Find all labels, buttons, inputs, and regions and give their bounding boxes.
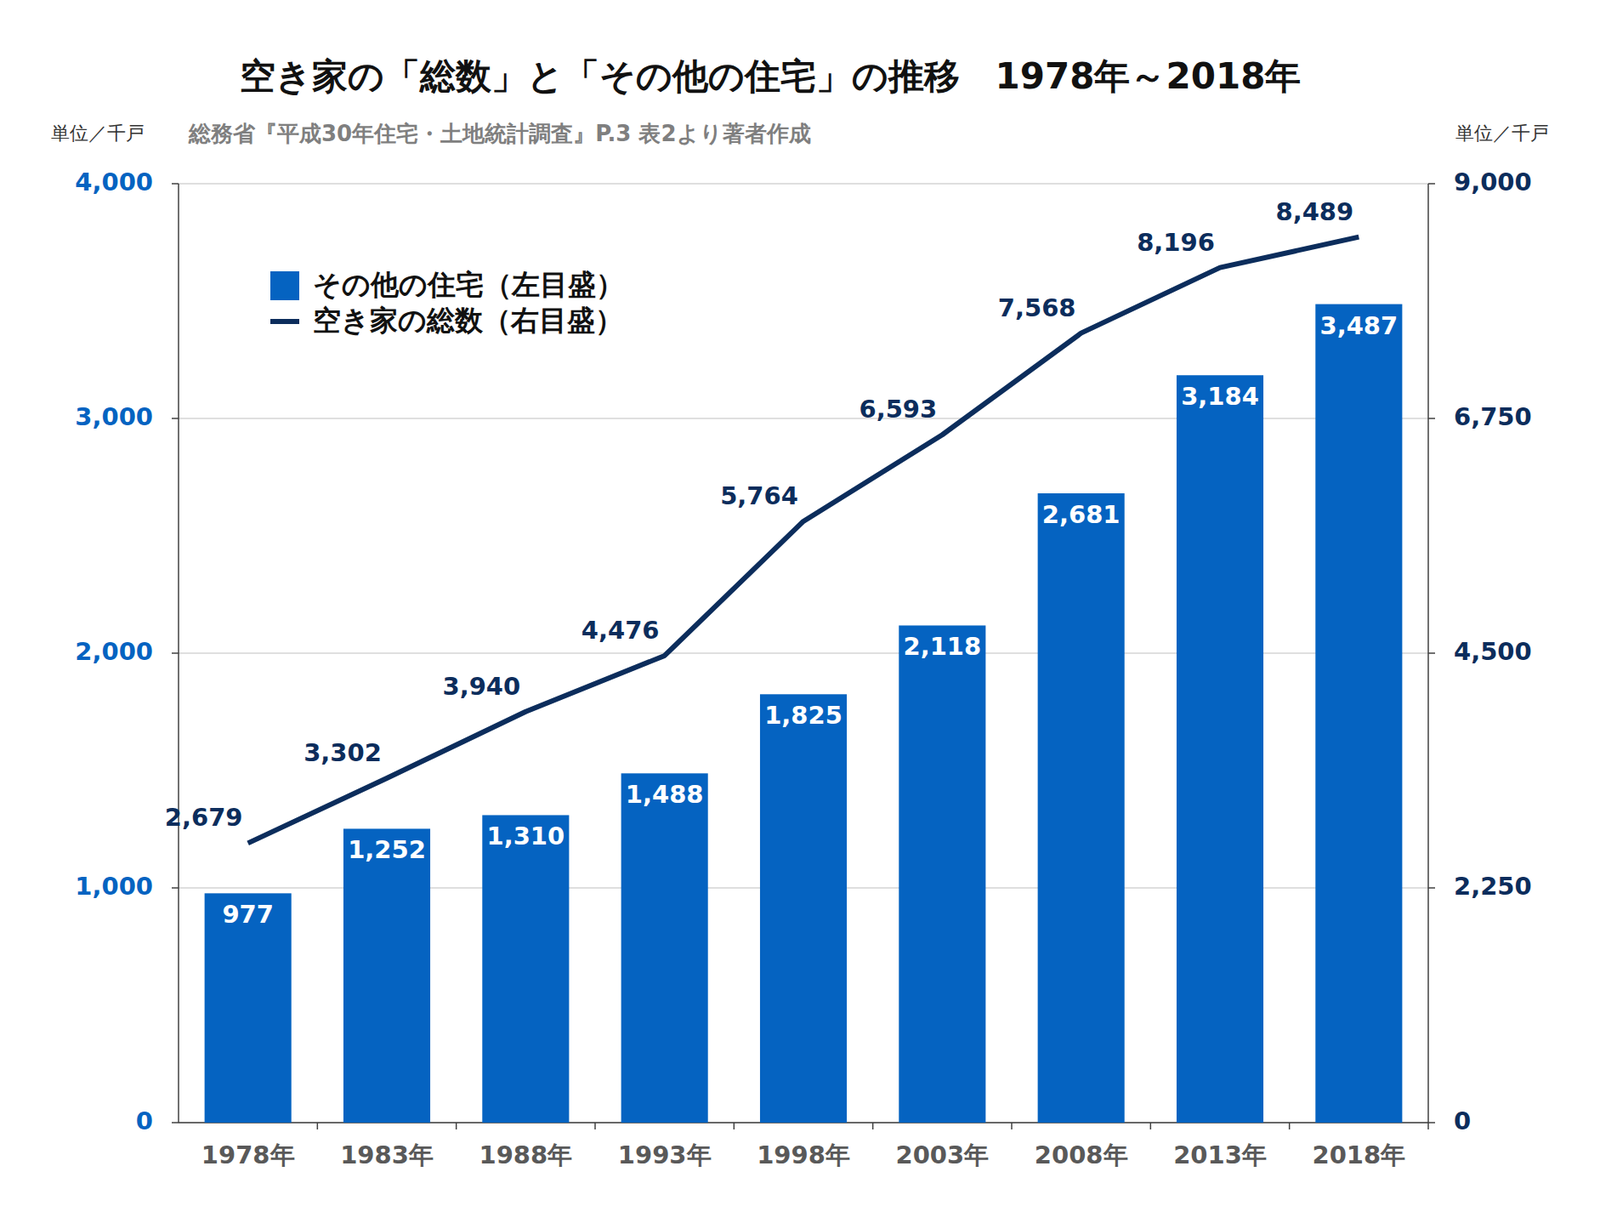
y-tick-label: 4,000 [74,167,154,197]
line-label: 6,593 [858,394,937,424]
x-tick [1150,1122,1152,1130]
bar-label: 977 [221,899,274,929]
legend: その他の住宅（左目盛）空き家の総数（右目盛） [270,267,625,337]
line-label: 8,196 [1136,227,1215,257]
x-tick-label: 2003年 [895,1140,989,1169]
x-tick [1427,1122,1430,1130]
bar-label: 1,825 [764,700,843,730]
line [248,237,1360,844]
x-tick [872,1122,874,1130]
bar [482,814,569,1123]
bar [621,772,709,1123]
grid-line [178,182,1429,184]
legend-swatch [270,271,300,301]
y2-tick-label: 9,000 [1453,167,1532,197]
y2-tick [1428,417,1436,420]
line-label: 2,679 [164,802,244,832]
bar [1038,493,1125,1123]
x-tick [455,1122,458,1130]
bar [1176,374,1264,1123]
y2-tick [1428,652,1436,654]
line-label: 7,568 [998,293,1077,323]
y-tick-label: 0 [136,1106,154,1135]
y-tick-label: 3,000 [74,402,154,432]
legend-label: 空き家の総数（右目盛） [312,303,624,337]
bar-label: 1,488 [625,779,704,809]
bar [1315,304,1402,1123]
x-tick-label: 2013年 [1173,1140,1267,1169]
y-axis-unit: 単位／千戸 [51,122,145,144]
y-tick-label: 1,000 [74,871,154,901]
bar [898,624,986,1123]
y-tick [171,886,179,889]
y2-axis-unit: 単位／千戸 [1455,122,1549,144]
y-axis-line [177,183,180,1123]
x-tick [733,1122,736,1130]
y-tick [171,1121,179,1124]
y-tick [171,417,179,420]
y2-tick-label: 4,500 [1453,636,1532,666]
y2-tick [1428,886,1436,889]
y2-axis-line [1427,183,1430,1123]
bar-label: 2,681 [1042,499,1121,529]
bar-label: 1,252 [347,834,426,864]
y2-tick-label: 2,250 [1453,871,1532,901]
bar-label: 3,487 [1319,311,1398,341]
background [0,0,1600,1223]
x-tick-label: 2008年 [1034,1140,1129,1169]
subtitle: 総務省『平成30年住宅・土地統計調査』P.3 表2より著者作成 [187,120,812,147]
data-labels: 977 1,252 1,310 1,488 1,825 2,118 2,681 3,184 3,… [164,197,1398,930]
x-tick-label: 1998年 [756,1140,851,1169]
line-label: 4,476 [581,615,660,645]
y2-tick [1428,1121,1436,1124]
marks [204,237,1403,1123]
x-tick-label: 1993年 [618,1140,712,1169]
y2-tick-label: 0 [1453,1106,1471,1135]
line-label: 3,940 [442,671,521,701]
x-tick [1010,1122,1013,1130]
bar [760,693,847,1123]
x-tick-label: 1983年 [340,1140,434,1169]
y2-tick-label: 6,750 [1453,402,1532,432]
bar-label: 2,118 [902,631,982,661]
line-label: 8,489 [1275,197,1354,227]
y-tick [171,182,179,185]
x-tick [594,1122,596,1130]
bar-label: 1,310 [486,821,565,851]
x-tick-label: 2018年 [1311,1140,1406,1169]
chart-root: 空き家の「総数」と「その他の住宅」の推移 1978年～2018年総務省『平成30… [0,0,1600,1223]
x-tick-label: 1988年 [478,1140,573,1169]
y-tick-label: 2,000 [74,636,154,666]
bar [204,892,292,1123]
line-label: 5,764 [720,481,799,511]
bar [343,828,431,1123]
bar-label: 3,184 [1180,381,1260,411]
y-tick [171,652,179,654]
legend-label: その他の住宅（左目盛） [312,267,625,301]
y2-tick [1428,182,1436,185]
legend-swatch [270,318,300,324]
x-tick-label: 1978年 [201,1140,296,1169]
x-tick [317,1122,319,1130]
x-tick [1288,1122,1291,1130]
title: 空き家の「総数」と「その他の住宅」の推移 1978年～2018年 [239,55,1302,97]
line-label: 3,302 [303,737,382,767]
